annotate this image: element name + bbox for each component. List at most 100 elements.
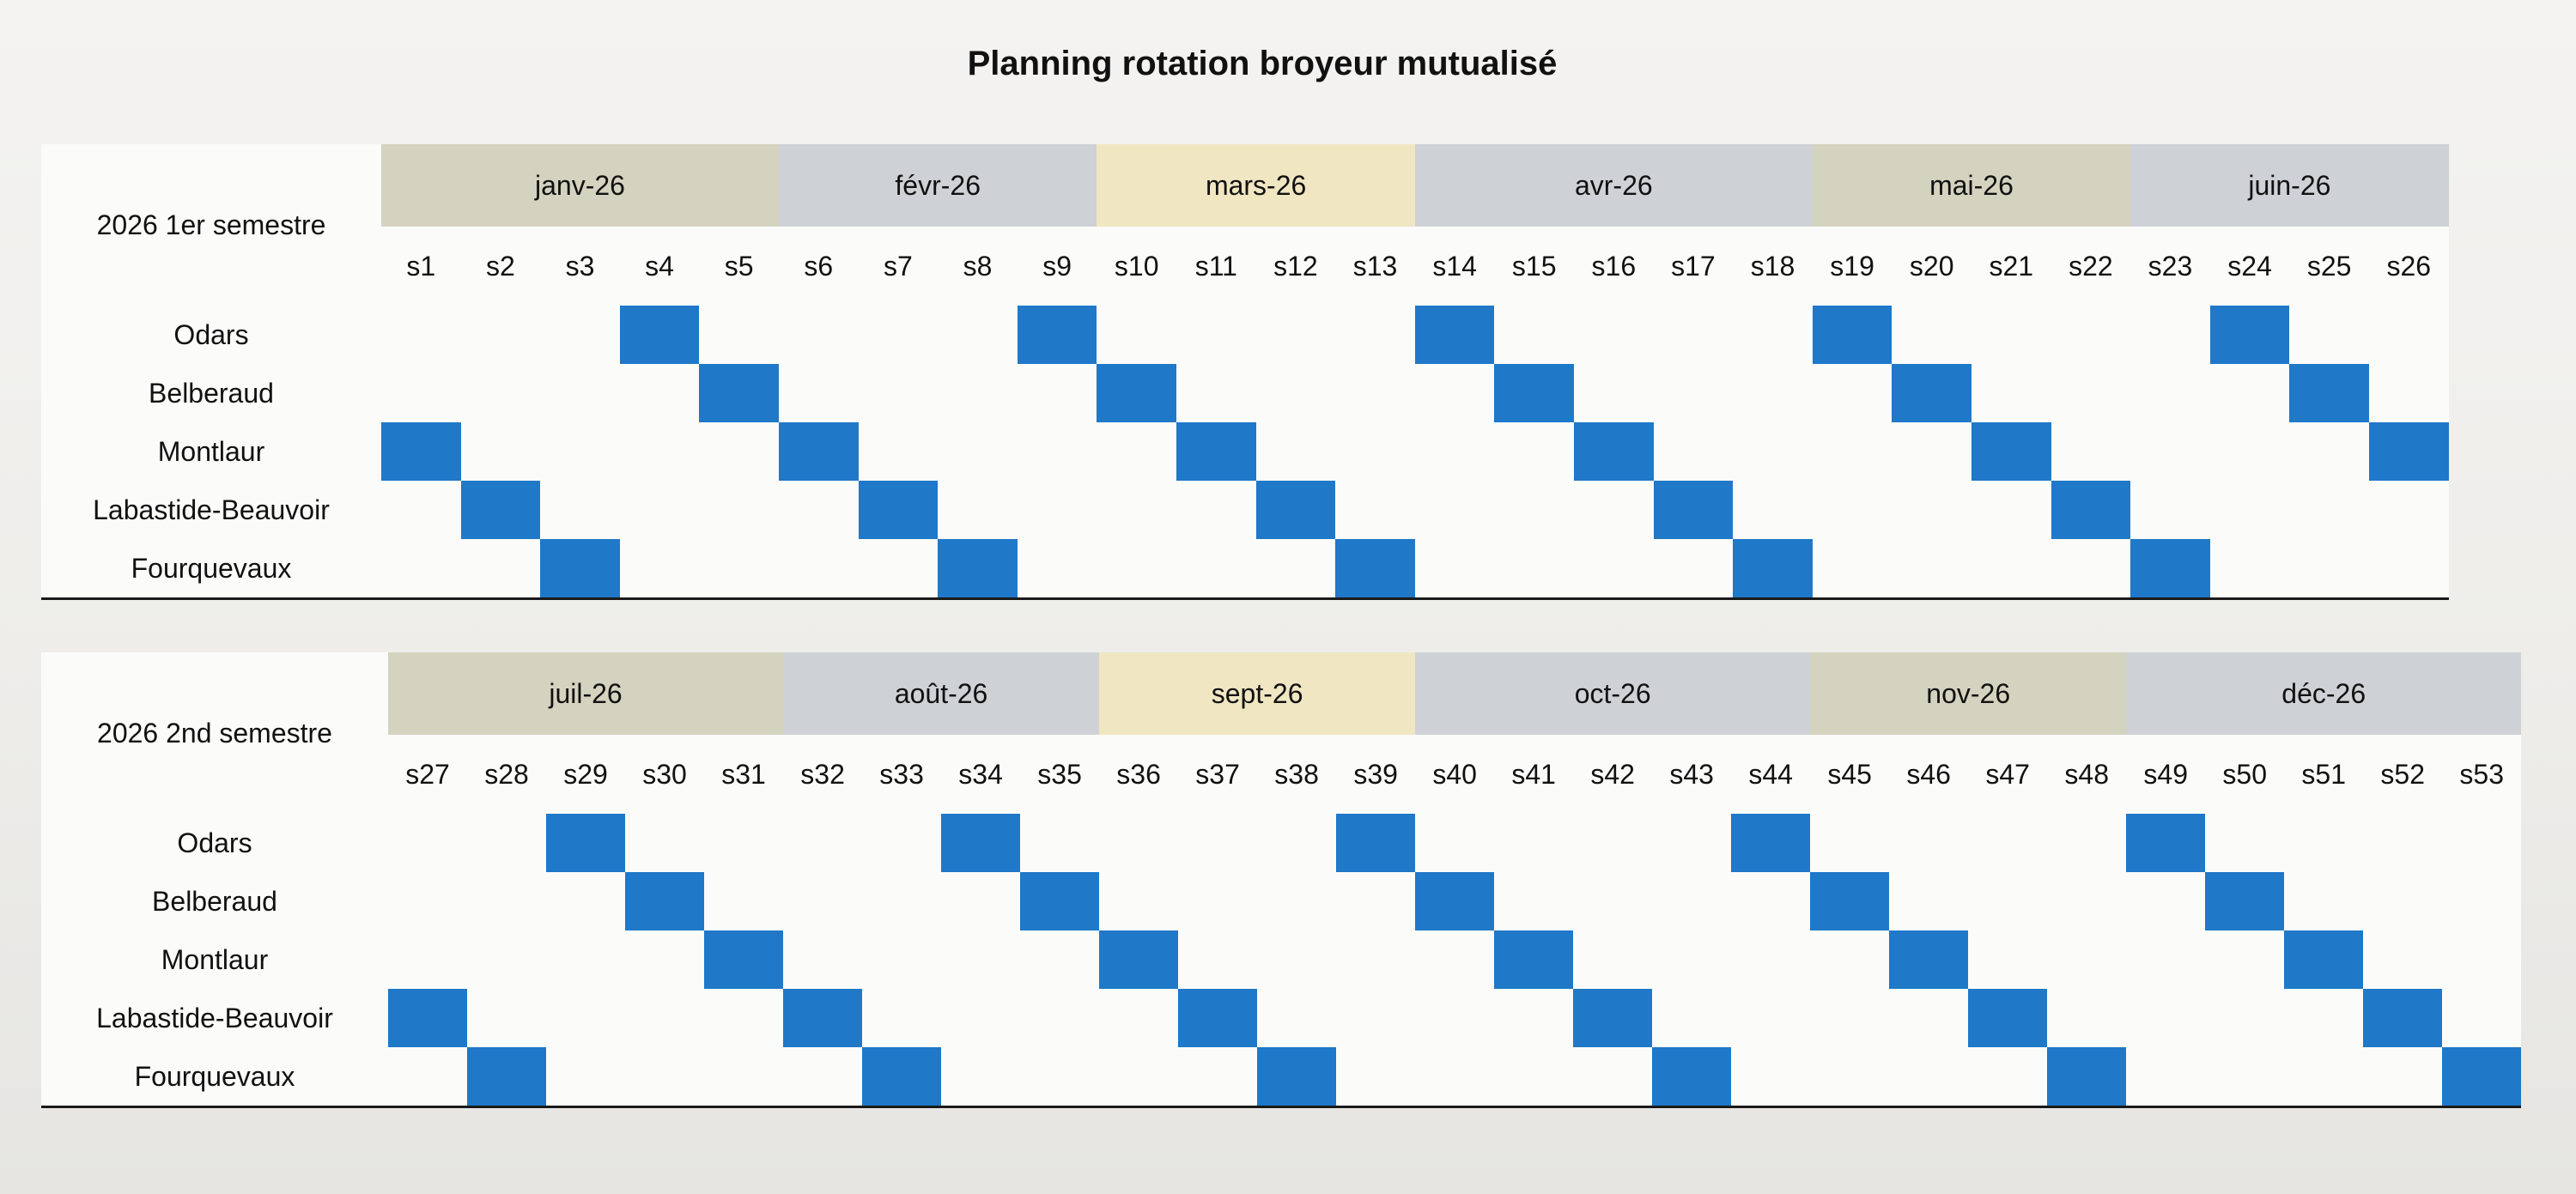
- week-label: s46: [1906, 758, 1951, 790]
- semester-label: 2026 2nd semestre: [97, 717, 332, 749]
- schedule-cell: [1810, 989, 1889, 1047]
- schedule-cell: [1968, 1047, 2048, 1108]
- schedule-cell: [2289, 422, 2369, 481]
- site-row: Belberaud: [41, 872, 2521, 930]
- schedule-cell: [2442, 989, 2521, 1047]
- schedule-cell-filled: [1810, 872, 1890, 930]
- schedule-cell: [2130, 481, 2210, 539]
- schedule-cell-filled: [460, 481, 541, 539]
- schedule-cell: [1813, 422, 1893, 481]
- schedule-cell: [540, 422, 620, 481]
- schedule-cell: [620, 422, 700, 481]
- schedule-cell: [1731, 930, 1810, 989]
- schedule-cell: [1574, 481, 1654, 539]
- schedule-cell: [1494, 306, 1574, 364]
- week-label: s25: [2306, 250, 2352, 282]
- schedule-cell: [1971, 306, 2051, 364]
- week-label: s50: [2222, 758, 2267, 790]
- schedule-cell: [1178, 872, 1257, 930]
- site-name: Montlaur: [161, 943, 269, 975]
- schedule-cell-filled: [2126, 814, 2206, 872]
- schedule-cell: [1336, 989, 1415, 1047]
- schedule-cell: [1335, 481, 1415, 539]
- schedule-cell: [2289, 481, 2369, 539]
- week-label: s16: [1591, 250, 1637, 282]
- schedule-cell-filled: [1892, 364, 1971, 422]
- site-name: Labastide-Beauvoir: [96, 1002, 333, 1033]
- schedule-cell: [1733, 481, 1813, 539]
- schedule-cell: [2126, 872, 2205, 930]
- schedule-cell-filled: [783, 989, 863, 1047]
- schedule-cell-filled: [467, 1047, 546, 1108]
- week-label: s32: [800, 758, 845, 790]
- week-label: s4: [645, 250, 674, 282]
- schedule-cell: [1889, 1047, 1969, 1108]
- schedule-cell: [540, 364, 620, 422]
- schedule-cell: [859, 306, 939, 364]
- schedule-cell: [2210, 364, 2290, 422]
- schedule-cell-filled: [1176, 422, 1256, 481]
- schedule-cell: [1415, 814, 1494, 872]
- schedule-cell: [2442, 930, 2521, 989]
- schedule-cell: [1889, 989, 1968, 1047]
- schedule-cell: [862, 814, 941, 872]
- schedule-cell: [2047, 989, 2126, 1047]
- schedule-cell-filled: [1336, 814, 1416, 872]
- schedule-cell: [1494, 422, 1574, 481]
- schedule-cell: [388, 1047, 467, 1108]
- schedule-cell: [1892, 306, 1971, 364]
- site-name: Montlaur: [157, 435, 265, 467]
- week-label: s8: [963, 250, 993, 282]
- schedule-cell-filled: [381, 422, 461, 481]
- schedule-cell: [1652, 989, 1731, 1047]
- schedule-cell: [2051, 306, 2131, 364]
- week-label: s19: [1830, 250, 1874, 282]
- schedule-cell: [1573, 930, 1652, 989]
- schedule-cell: [467, 814, 546, 872]
- schedule-cell-filled: [1017, 306, 1097, 364]
- site-row: Fourquevaux: [41, 1047, 2522, 1108]
- schedule-cell: [1257, 989, 1336, 1047]
- schedule-cell: [2130, 306, 2210, 364]
- schedule-cell: [783, 1047, 863, 1108]
- schedule-cell: [2047, 930, 2126, 989]
- schedule-cell: [704, 989, 783, 1047]
- schedule-cell: [2047, 814, 2126, 872]
- schedule-cell: [859, 364, 939, 422]
- schedule-cell: [540, 306, 620, 364]
- schedule-cell-filled: [2047, 1047, 2127, 1108]
- schedule-cell-filled: [2050, 481, 2131, 539]
- schedule-cell: [1573, 814, 1652, 872]
- week-label: s29: [563, 758, 608, 790]
- schedule-cell: [1176, 539, 1256, 600]
- schedule-cell: [2284, 814, 2363, 872]
- schedule-table: 2026 2nd semestre juil-26 août-26 sept-26 oc…: [41, 652, 2522, 1108]
- week-label: s48: [2064, 758, 2109, 790]
- schedule-cell-filled: [1968, 989, 2048, 1047]
- site-name: Odars: [177, 827, 252, 858]
- schedule-cell: [1415, 930, 1494, 989]
- schedule-cell: [2442, 872, 2521, 930]
- schedule-cell: [1020, 814, 1099, 872]
- week-label: s35: [1037, 758, 1082, 790]
- schedule-cell: [540, 481, 620, 539]
- schedule-cell-filled: [2209, 306, 2290, 364]
- schedule-cell: [467, 930, 546, 989]
- site-name: Fourquevaux: [41, 1047, 388, 1108]
- schedule-cell: [1494, 539, 1575, 600]
- schedule-cell-filled: [1255, 481, 1336, 539]
- schedule-cell: [779, 306, 859, 364]
- schedule-cell: [1494, 989, 1573, 1047]
- week-label: s10: [1114, 250, 1159, 282]
- schedule-cell: [2289, 539, 2369, 600]
- schedule-cell: [2051, 422, 2131, 481]
- week-label: s5: [724, 250, 754, 282]
- week-header-row: s27 s28 s29 s30 s31 s32 s33 s34 s35 s36 s37 s38 s39 s…: [41, 735, 2521, 814]
- schedule-cell: [1494, 872, 1573, 930]
- schedule-cell: [1336, 872, 1415, 930]
- schedule-cell: [779, 539, 859, 600]
- week-label: s12: [1273, 250, 1318, 282]
- week-label: s24: [2227, 250, 2272, 282]
- schedule-cell: [625, 989, 704, 1047]
- schedule-cell: [938, 306, 1018, 364]
